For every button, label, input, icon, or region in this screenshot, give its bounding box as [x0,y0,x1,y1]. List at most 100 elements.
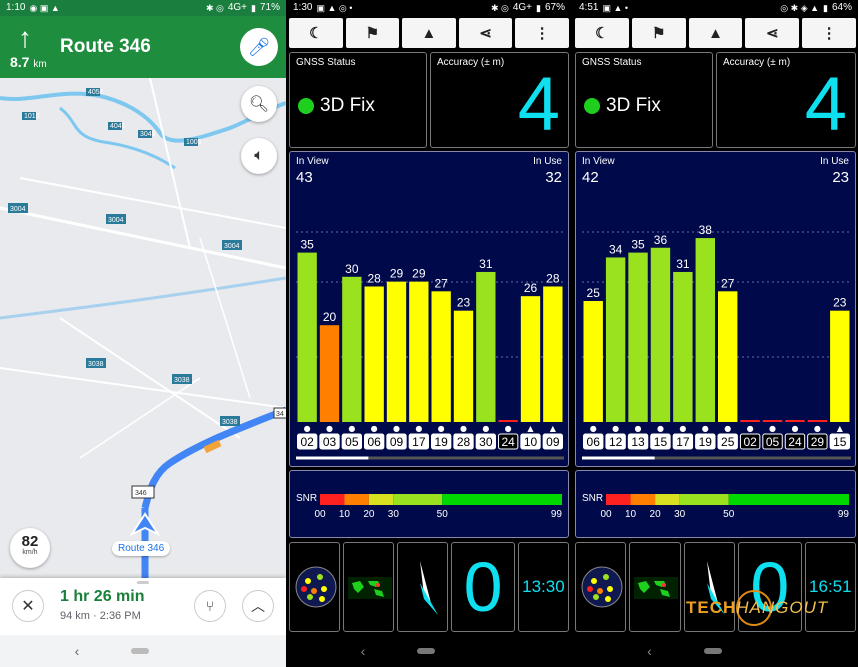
close-navigation-button[interactable]: ✕ [12,590,44,622]
speed-widget[interactable]: 0 [451,542,515,632]
search-button[interactable]: 🔍︎ [241,86,277,122]
home-pill[interactable] [417,648,436,654]
world-map-widget[interactable] [629,542,681,632]
notification-icon: ▣ ▲ ◎ • [316,3,353,13]
overflow-menu-button[interactable]: ⋮ [515,18,569,48]
prn-box [650,433,671,450]
map-view[interactable]: 4051 1010 4041 3049 1005 3004 3004 3004 … [0,77,286,578]
snr-tick-label: 50 [437,509,449,520]
straight-arrow-icon: ↑ [18,22,32,53]
network-type: 4G+ [227,2,248,13]
signal-bar [364,286,384,422]
signal-value-label: 27 [434,276,448,290]
signal-value-label: 28 [367,271,381,285]
status-bar: 1:30 ▣ ▲ ◎ • ✱ ◎ 4G+ ▮ 67% [287,0,571,16]
prn-box [739,433,761,450]
battery-icon: ▮ [536,3,541,13]
back-icon[interactable]: ‹ [647,643,652,659]
overflow-menu-button[interactable]: ⋮ [802,18,856,48]
fix-indicator [584,98,600,114]
night-mode-button[interactable]: ☾ [289,18,343,48]
signal-value-label: 27 [721,276,735,290]
watermark-logo [736,590,772,626]
battery-level: 71% [259,2,280,13]
svg-text:3038: 3038 [88,361,104,368]
svg-text:346: 346 [135,490,147,497]
constellation-marker: ● [415,424,422,433]
prn-box [762,433,783,450]
signal-value-label: 36 [654,233,668,247]
navigate-button[interactable]: ▲ [688,18,743,48]
fix-status: 3D Fix [606,95,661,116]
share-button[interactable]: ⋖ [458,18,513,48]
back-icon[interactable]: ‹ [360,643,366,659]
navigate-button[interactable]: ▲ [402,18,456,48]
prn-box [431,433,452,450]
signal-bar [342,276,362,422]
prn-label: 06 [367,435,381,449]
constellation-marker: ● [814,424,821,433]
prn-label: 10 [524,435,538,449]
signal-bar [386,281,407,422]
snr-segment [368,494,394,505]
svg-text:1005: 1005 [186,139,202,146]
signal-value-label: 20 [323,310,337,324]
signal-icon: ✱ ◎ [490,3,509,13]
prn-label: 15 [833,435,847,449]
back-icon[interactable]: ‹ [74,643,80,659]
snr-legend-panel: SNR 00 10 20 30 50 99 [289,470,569,538]
prn-label: 02 [743,435,757,449]
share-button[interactable]: ⋖ [745,18,800,48]
snr-tick-label: 99 [838,509,850,520]
signal-bar [673,271,693,422]
constellation-marker: ● [635,424,642,433]
clock-value: 16:51 [809,577,852,596]
snr-tick-label: 10 [625,509,637,520]
svg-text:4051: 4051 [88,89,104,96]
trip-summary-card[interactable]: ✕ 1 hr 26 min 94 km · 2:36 PM ⑂ ︿ [0,578,286,635]
signal-bar [520,296,541,422]
home-pill[interactable] [131,648,150,654]
expand-button[interactable]: ︿ [242,590,274,622]
signal-bar [297,252,317,422]
maneuver-banner[interactable]: ↑ 8.7 km Route 346 🎤︎ [0,16,286,78]
waypoint-button[interactable]: ⚑ [345,18,400,48]
prn-label: 13 [631,435,645,449]
chevron-up-icon: ︿ [251,598,265,614]
satellite-signal-panel: In View In Use 43 32 35 ● 02 20 ● 03 30 ● 05 28 ● 0… [289,151,569,467]
notification-icon: ◉ ▣ ▲ [29,3,60,13]
snr-segment [344,494,369,505]
prn-box [341,433,363,450]
clock-widget[interactable]: 13:30 [517,542,569,632]
battery-level: 64% [831,2,852,13]
signal-bar-chart: 35 ● 02 20 ● 03 30 ● 05 28 ● 06 29 ● 09 29 ● 17 27 ● 19 23 ● 28… [296,231,564,460]
compass-widget[interactable] [397,542,449,632]
signal-bar [583,301,603,422]
system-nav-bar: ‹ [287,635,571,667]
night-mode-button[interactable]: ☾ [575,18,629,48]
eta-duration: 1 hr 26 min [60,588,145,605]
more-vert-icon: ⋮ [821,25,837,42]
waypoint-button[interactable]: ⚑ [631,18,686,48]
in-use-count: 23 [832,169,849,186]
prn-box [453,433,474,450]
signal-value-label: 31 [479,257,493,271]
battery-icon: ▮ [251,3,256,13]
drag-handle[interactable] [137,581,149,584]
sky-view-widget[interactable] [575,542,627,632]
sound-button[interactable]: 🔈︎ [241,138,277,174]
prn-label: 30 [479,435,493,449]
alternate-routes-button[interactable]: ⑂ [194,590,226,622]
prn-label: 28 [457,435,471,449]
svg-text:3038: 3038 [222,419,238,426]
compass-widget[interactable] [683,542,735,632]
sky-view-widget[interactable] [289,542,341,632]
mic-icon[interactable]: 🎤︎ [240,28,278,66]
clock-value: 13:30 [522,577,565,596]
world-map-widget[interactable] [343,542,395,632]
svg-text:34: 34 [276,411,284,418]
clock-widget[interactable]: 16:51 [804,542,856,632]
signal-value-label: 38 [699,223,713,237]
snr-scale: 00 10 20 30 50 99 [314,494,562,520]
home-pill[interactable] [703,648,722,654]
